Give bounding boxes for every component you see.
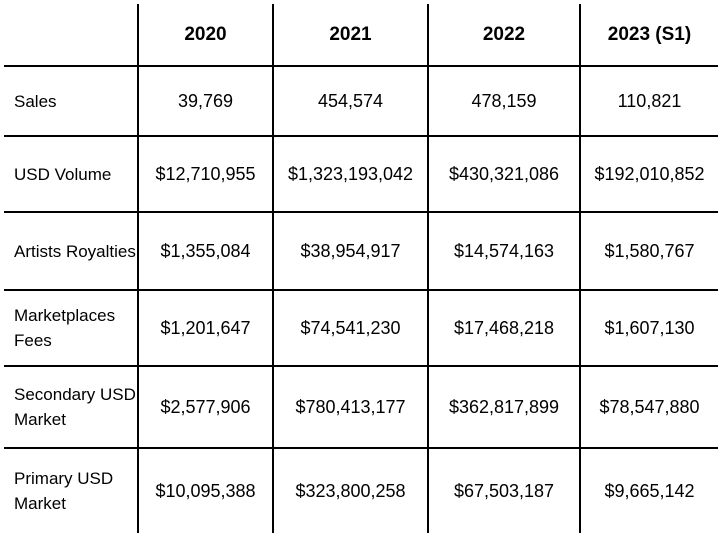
- table-cell: $9,665,142: [579, 447, 718, 533]
- table-cell: $1,580,767: [579, 211, 718, 291]
- table-cell: $192,010,852: [579, 135, 718, 213]
- header-corner-cell: [4, 4, 139, 67]
- table-cell: $14,574,163: [427, 211, 581, 291]
- row-label: Primary USD Market: [4, 447, 139, 533]
- table-row-usd-volume: USD Volume $12,710,955 $1,323,193,042 $4…: [4, 135, 718, 213]
- table-cell: $78,547,880: [579, 365, 718, 449]
- table-cell: $74,541,230: [272, 289, 429, 367]
- header-year-2023-s1: 2023 (S1): [579, 4, 718, 67]
- header-year-2021: 2021: [272, 4, 429, 67]
- table-cell: $10,095,388: [137, 447, 274, 533]
- table-cell: $1,607,130: [579, 289, 718, 367]
- row-label: Sales: [4, 65, 139, 137]
- header-row: 2020 2021 2022 2023 (S1): [4, 4, 718, 67]
- row-label: Marketplaces Fees: [4, 289, 139, 367]
- header-year-2020: 2020: [137, 4, 274, 67]
- nft-sales-table: 2020 2021 2022 2023 (S1) Sales 39,769 45…: [4, 4, 718, 533]
- table-cell: $17,468,218: [427, 289, 581, 367]
- table-cell: $430,321,086: [427, 135, 581, 213]
- table-row-artists-royalties: Artists Royalties $1,355,084 $38,954,917…: [4, 211, 718, 291]
- table-cell: $362,817,899: [427, 365, 581, 449]
- row-label: Artists Royalties: [4, 211, 139, 291]
- table-cell: $780,413,177: [272, 365, 429, 449]
- table-cell: $67,503,187: [427, 447, 581, 533]
- row-label: USD Volume: [4, 135, 139, 213]
- table-cell: 454,574: [272, 65, 429, 137]
- table-cell: 39,769: [137, 65, 274, 137]
- table-row-primary-usd-market: Primary USD Market $10,095,388 $323,800,…: [4, 447, 718, 533]
- table-cell: $2,577,906: [137, 365, 274, 449]
- table-cell: 110,821: [579, 65, 718, 137]
- table-cell: $12,710,955: [137, 135, 274, 213]
- table-row-secondary-usd-market: Secondary USD Market $2,577,906 $780,413…: [4, 365, 718, 449]
- header-year-2022: 2022: [427, 4, 581, 67]
- table-cell: $1,355,084: [137, 211, 274, 291]
- table-row-sales: Sales 39,769 454,574 478,159 110,821: [4, 65, 718, 137]
- table-row-marketplaces-fees: Marketplaces Fees $1,201,647 $74,541,230…: [4, 289, 718, 367]
- table-cell: 478,159: [427, 65, 581, 137]
- table-cell: $1,201,647: [137, 289, 274, 367]
- row-label: Secondary USD Market: [4, 365, 139, 449]
- table-cell: $1,323,193,042: [272, 135, 429, 213]
- table-cell: $38,954,917: [272, 211, 429, 291]
- table-cell: $323,800,258: [272, 447, 429, 533]
